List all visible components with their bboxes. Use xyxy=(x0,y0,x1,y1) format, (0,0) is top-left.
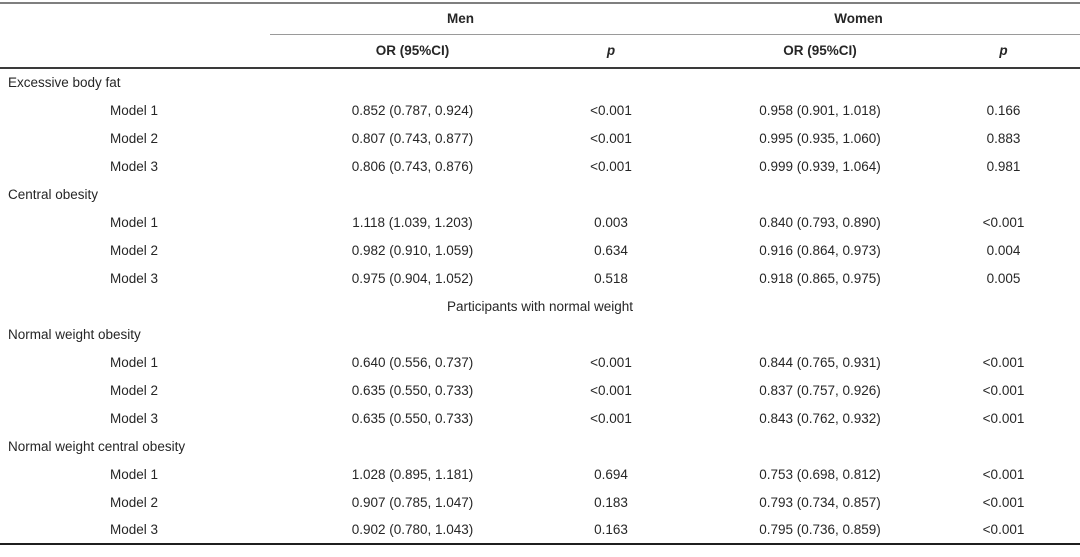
section-title: Central obesity xyxy=(8,186,99,202)
women-p-value: 0.166 xyxy=(986,102,1021,118)
women-or-ci-value: 0.795 (0.736, 0.859) xyxy=(759,522,881,537)
men-or-ci-value: 0.635 (0.550, 0.733) xyxy=(351,410,474,426)
model-data-row: Model 1 0.640 (0.556, 0.737) <0.001 0.844 (… xyxy=(0,348,1080,376)
women-or-ci-value: 0.916 (0.864, 0.973) xyxy=(759,242,881,258)
model-data-row: Model 3 0.975 (0.904, 1.052) 0.518 0.918 (0… xyxy=(0,264,1080,292)
men-p-value: <0.001 xyxy=(590,354,632,370)
women-p-value: 0.883 xyxy=(986,130,1021,146)
model-data-row: Model 3 0.806 (0.743, 0.876) <0.001 0.999 (… xyxy=(0,152,1080,180)
women-p-value: <0.001 xyxy=(982,466,1025,482)
section-header-row: Normal weight central obesity xyxy=(0,432,1080,460)
model-data-row: Model 2 0.807 (0.743, 0.877) <0.001 0.995 (… xyxy=(0,124,1080,152)
model-label: Model 1 xyxy=(110,466,159,482)
results-table: Men Women OR (95%CI) p OR (95%CI) p Exce… xyxy=(0,2,1080,545)
women-p-value: 0.004 xyxy=(986,242,1021,258)
women-p-value: <0.001 xyxy=(982,522,1025,537)
model-data-row: Model 1 1.118 (1.039, 1.203) 0.003 0.840 (0… xyxy=(0,208,1080,236)
model-label: Model 3 xyxy=(110,270,159,286)
women-or-ci-value: 0.999 (0.939, 1.064) xyxy=(759,158,881,174)
women-p-value-header: p xyxy=(965,34,1080,69)
model-data-row: Model 3 0.635 (0.550, 0.733) <0.001 0.843 (… xyxy=(0,404,1080,432)
men-or-ci-value: 0.975 (0.904, 1.052) xyxy=(351,270,474,286)
section-header-row: Normal weight obesity xyxy=(0,320,1080,348)
men-p-value: <0.001 xyxy=(590,102,632,118)
men-or-ci-header: OR (95%CI) xyxy=(270,34,555,69)
model-data-row: Model 2 0.982 (0.910, 1.059) 0.634 0.916 (0… xyxy=(0,236,1080,264)
group-header-row: Men Women xyxy=(0,3,1080,35)
men-or-ci-value: 0.635 (0.550, 0.733) xyxy=(351,382,474,398)
model-label: Model 2 xyxy=(110,242,159,258)
section-title: Normal weight obesity xyxy=(8,326,141,342)
empty-stub-cell xyxy=(0,34,270,69)
women-or-ci-header: OR (95%CI) xyxy=(675,34,965,69)
men-or-ci-value: 1.118 (1.039, 1.203) xyxy=(352,214,473,230)
women-or-ci-value: 0.843 (0.762, 0.932) xyxy=(759,410,881,426)
men-or-ci-value: 0.640 (0.556, 0.737) xyxy=(351,354,474,370)
men-p-value-header: p xyxy=(555,34,675,69)
model-label: Model 2 xyxy=(110,382,159,398)
women-p-value: 0.981 xyxy=(986,158,1021,174)
men-or-ci-value: 0.982 (0.910, 1.059) xyxy=(351,242,474,258)
model-data-row: Model 1 0.852 (0.787, 0.924) <0.001 0.958 (… xyxy=(0,96,1080,124)
section-header-row: Excessive body fat xyxy=(0,68,1080,96)
men-p-value: <0.001 xyxy=(590,410,632,426)
men-p-value: 0.634 xyxy=(594,242,628,258)
women-or-ci-value: 0.753 (0.698, 0.812) xyxy=(759,466,881,482)
women-p-value: <0.001 xyxy=(982,494,1025,510)
men-group-header: Men xyxy=(270,3,675,35)
column-header-row: OR (95%CI) p OR (95%CI) p xyxy=(0,34,1080,69)
men-or-ci-value: 1.028 (0.895, 1.181) xyxy=(351,466,474,482)
model-label: Model 2 xyxy=(110,494,159,510)
women-or-ci-value: 0.958 (0.901, 1.018) xyxy=(759,102,881,118)
section-title: Normal weight central obesity xyxy=(8,438,186,454)
model-label: Model 3 xyxy=(110,522,159,537)
women-or-ci-value: 0.918 (0.865, 0.975) xyxy=(759,270,881,286)
men-p-value: 0.694 xyxy=(594,466,628,482)
men-p-value: <0.001 xyxy=(590,158,632,174)
men-p-value: 0.518 xyxy=(594,270,628,286)
women-or-ci-value: 0.844 (0.765, 0.931) xyxy=(759,354,881,370)
model-label: Model 2 xyxy=(110,130,159,146)
men-or-ci-value: 0.807 (0.743, 0.877) xyxy=(351,130,474,146)
subgroup-divider-row: Participants with normal weight xyxy=(0,292,1080,320)
men-p-value: 0.183 xyxy=(594,494,628,510)
women-or-ci-value: 0.837 (0.757, 0.926) xyxy=(759,382,881,398)
women-group-header: Women xyxy=(675,3,1080,35)
women-or-ci-value: 0.995 (0.935, 1.060) xyxy=(759,130,881,146)
women-or-ci-value: 0.793 (0.734, 0.857) xyxy=(759,494,881,510)
women-p-value: <0.001 xyxy=(982,214,1025,230)
model-data-row: Model 1 1.028 (0.895, 1.181) 0.694 0.753 (0… xyxy=(0,460,1080,488)
women-p-value: <0.001 xyxy=(982,410,1025,426)
model-data-row: Model 2 0.635 (0.550, 0.733) <0.001 0.837 (… xyxy=(0,376,1080,404)
empty-stub-cell xyxy=(0,3,270,34)
men-or-ci-value: 0.907 (0.785, 1.047) xyxy=(351,494,474,510)
men-or-ci-value: 0.806 (0.743, 0.876) xyxy=(351,158,474,174)
model-data-row: Model 2 0.907 (0.785, 1.047) 0.183 0.793 (0… xyxy=(0,488,1080,516)
model-label: Model 1 xyxy=(110,102,159,118)
model-label: Model 1 xyxy=(110,354,159,370)
women-p-value: <0.001 xyxy=(982,382,1025,398)
men-p-value: <0.001 xyxy=(590,382,632,398)
women-p-value: 0.005 xyxy=(986,270,1021,286)
men-or-ci-value: 0.902 (0.780, 1.043) xyxy=(351,522,474,537)
men-p-value: <0.001 xyxy=(590,130,632,146)
women-or-ci-value: 0.840 (0.793, 0.890) xyxy=(759,214,881,230)
men-p-value: 0.163 xyxy=(594,522,628,537)
model-label: Model 1 xyxy=(110,214,159,230)
women-p-value: <0.001 xyxy=(982,354,1025,370)
model-data-row: Model 3 0.902 (0.780, 1.043) 0.163 0.795 (0… xyxy=(0,516,1080,544)
men-p-value: 0.003 xyxy=(594,214,628,230)
table-body: Excessive body fat Model 1 0.852 (0.787, 0… xyxy=(0,68,1080,544)
model-label: Model 3 xyxy=(110,410,159,426)
section-header-row: Central obesity xyxy=(0,180,1080,208)
model-label: Model 3 xyxy=(110,158,159,174)
subgroup-divider-label: Participants with normal weight xyxy=(446,298,634,314)
section-title: Excessive body fat xyxy=(8,75,121,90)
men-or-ci-value: 0.852 (0.787, 0.924) xyxy=(351,102,474,118)
